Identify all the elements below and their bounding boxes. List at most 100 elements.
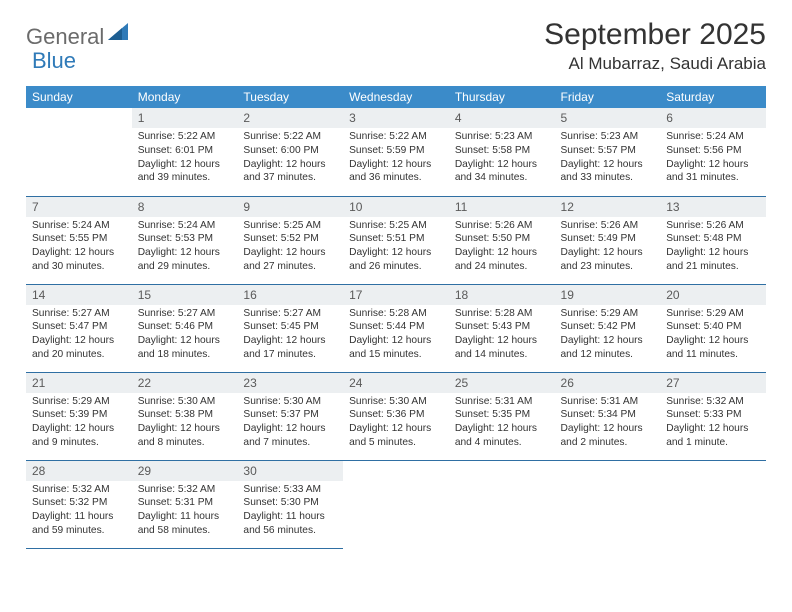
day-details: Sunrise: 5:22 AMSunset: 6:01 PMDaylight:… xyxy=(132,128,238,189)
sunrise-text: Sunrise: 5:25 AM xyxy=(243,219,337,233)
daylight-text: Daylight: 12 hours and 14 minutes. xyxy=(455,334,549,362)
sunset-text: Sunset: 5:46 PM xyxy=(138,320,232,334)
weekday-header: Monday xyxy=(132,86,238,108)
calendar-day-cell: 22Sunrise: 5:30 AMSunset: 5:38 PMDayligh… xyxy=(132,372,238,460)
sunset-text: Sunset: 5:51 PM xyxy=(349,232,443,246)
day-number: 15 xyxy=(132,285,238,305)
day-number: 23 xyxy=(237,373,343,393)
daylight-text: Daylight: 12 hours and 5 minutes. xyxy=(349,422,443,450)
calendar-day-cell xyxy=(660,460,766,548)
calendar-day-cell xyxy=(26,108,132,196)
calendar-day-cell: 18Sunrise: 5:28 AMSunset: 5:43 PMDayligh… xyxy=(449,284,555,372)
day-details: Sunrise: 5:23 AMSunset: 5:57 PMDaylight:… xyxy=(555,128,661,189)
sunrise-text: Sunrise: 5:24 AM xyxy=(32,219,126,233)
sunrise-text: Sunrise: 5:29 AM xyxy=(666,307,760,321)
day-number: 4 xyxy=(449,108,555,128)
sunrise-text: Sunrise: 5:32 AM xyxy=(32,483,126,497)
sunrise-text: Sunrise: 5:22 AM xyxy=(138,130,232,144)
sunrise-text: Sunrise: 5:22 AM xyxy=(349,130,443,144)
sunrise-text: Sunrise: 5:24 AM xyxy=(666,130,760,144)
day-number: 1 xyxy=(132,108,238,128)
day-details: Sunrise: 5:30 AMSunset: 5:37 PMDaylight:… xyxy=(237,393,343,454)
daylight-text: Daylight: 12 hours and 15 minutes. xyxy=(349,334,443,362)
daylight-text: Daylight: 12 hours and 23 minutes. xyxy=(561,246,655,274)
brand-sail-icon xyxy=(108,23,134,46)
sunset-text: Sunset: 5:30 PM xyxy=(243,496,337,510)
day-details: Sunrise: 5:30 AMSunset: 5:36 PMDaylight:… xyxy=(343,393,449,454)
sunset-text: Sunset: 5:48 PM xyxy=(666,232,760,246)
sunset-text: Sunset: 5:56 PM xyxy=(666,144,760,158)
calendar-week-row: 7Sunrise: 5:24 AMSunset: 5:55 PMDaylight… xyxy=(26,196,766,284)
day-details: Sunrise: 5:24 AMSunset: 5:56 PMDaylight:… xyxy=(660,128,766,189)
day-number: 18 xyxy=(449,285,555,305)
sunset-text: Sunset: 5:49 PM xyxy=(561,232,655,246)
sunrise-text: Sunrise: 5:31 AM xyxy=(455,395,549,409)
daylight-text: Daylight: 12 hours and 2 minutes. xyxy=(561,422,655,450)
calendar-day-cell: 14Sunrise: 5:27 AMSunset: 5:47 PMDayligh… xyxy=(26,284,132,372)
calendar-day-cell: 7Sunrise: 5:24 AMSunset: 5:55 PMDaylight… xyxy=(26,196,132,284)
daylight-text: Daylight: 12 hours and 31 minutes. xyxy=(666,158,760,186)
calendar-day-cell: 11Sunrise: 5:26 AMSunset: 5:50 PMDayligh… xyxy=(449,196,555,284)
month-title: September 2025 xyxy=(544,18,766,52)
weekday-header: Wednesday xyxy=(343,86,449,108)
sunset-text: Sunset: 5:34 PM xyxy=(561,408,655,422)
day-details: Sunrise: 5:24 AMSunset: 5:53 PMDaylight:… xyxy=(132,217,238,278)
daylight-text: Daylight: 12 hours and 24 minutes. xyxy=(455,246,549,274)
calendar-day-cell: 8Sunrise: 5:24 AMSunset: 5:53 PMDaylight… xyxy=(132,196,238,284)
day-details: Sunrise: 5:31 AMSunset: 5:34 PMDaylight:… xyxy=(555,393,661,454)
sunrise-text: Sunrise: 5:27 AM xyxy=(243,307,337,321)
day-number: 14 xyxy=(26,285,132,305)
calendar-day-cell: 30Sunrise: 5:33 AMSunset: 5:30 PMDayligh… xyxy=(237,460,343,548)
day-number: 7 xyxy=(26,197,132,217)
day-number: 24 xyxy=(343,373,449,393)
sunset-text: Sunset: 5:58 PM xyxy=(455,144,549,158)
sunset-text: Sunset: 5:44 PM xyxy=(349,320,443,334)
sunrise-text: Sunrise: 5:30 AM xyxy=(138,395,232,409)
calendar-day-cell xyxy=(555,460,661,548)
sunset-text: Sunset: 5:47 PM xyxy=(32,320,126,334)
calendar-week-row: 1Sunrise: 5:22 AMSunset: 6:01 PMDaylight… xyxy=(26,108,766,196)
day-details: Sunrise: 5:28 AMSunset: 5:43 PMDaylight:… xyxy=(449,305,555,366)
sunset-text: Sunset: 5:38 PM xyxy=(138,408,232,422)
brand-part1: General xyxy=(26,24,104,50)
day-details: Sunrise: 5:23 AMSunset: 5:58 PMDaylight:… xyxy=(449,128,555,189)
sunset-text: Sunset: 5:43 PM xyxy=(455,320,549,334)
daylight-text: Daylight: 12 hours and 4 minutes. xyxy=(455,422,549,450)
sunset-text: Sunset: 5:40 PM xyxy=(666,320,760,334)
sunrise-text: Sunrise: 5:32 AM xyxy=(666,395,760,409)
calendar-day-cell: 28Sunrise: 5:32 AMSunset: 5:32 PMDayligh… xyxy=(26,460,132,548)
sunset-text: Sunset: 5:35 PM xyxy=(455,408,549,422)
calendar-day-cell: 1Sunrise: 5:22 AMSunset: 6:01 PMDaylight… xyxy=(132,108,238,196)
day-number: 26 xyxy=(555,373,661,393)
sunrise-text: Sunrise: 5:28 AM xyxy=(349,307,443,321)
day-details: Sunrise: 5:28 AMSunset: 5:44 PMDaylight:… xyxy=(343,305,449,366)
calendar-header-row: SundayMondayTuesdayWednesdayThursdayFrid… xyxy=(26,86,766,108)
day-number: 30 xyxy=(237,461,343,481)
day-details: Sunrise: 5:30 AMSunset: 5:38 PMDaylight:… xyxy=(132,393,238,454)
weekday-header: Thursday xyxy=(449,86,555,108)
day-details: Sunrise: 5:26 AMSunset: 5:50 PMDaylight:… xyxy=(449,217,555,278)
calendar-day-cell: 26Sunrise: 5:31 AMSunset: 5:34 PMDayligh… xyxy=(555,372,661,460)
day-details: Sunrise: 5:32 AMSunset: 5:31 PMDaylight:… xyxy=(132,481,238,542)
daylight-text: Daylight: 12 hours and 27 minutes. xyxy=(243,246,337,274)
calendar-day-cell: 6Sunrise: 5:24 AMSunset: 5:56 PMDaylight… xyxy=(660,108,766,196)
sunrise-text: Sunrise: 5:23 AM xyxy=(561,130,655,144)
day-details: Sunrise: 5:24 AMSunset: 5:55 PMDaylight:… xyxy=(26,217,132,278)
day-details: Sunrise: 5:25 AMSunset: 5:51 PMDaylight:… xyxy=(343,217,449,278)
sunrise-text: Sunrise: 5:32 AM xyxy=(138,483,232,497)
calendar-day-cell: 29Sunrise: 5:32 AMSunset: 5:31 PMDayligh… xyxy=(132,460,238,548)
calendar-day-cell: 19Sunrise: 5:29 AMSunset: 5:42 PMDayligh… xyxy=(555,284,661,372)
day-details: Sunrise: 5:22 AMSunset: 6:00 PMDaylight:… xyxy=(237,128,343,189)
sunrise-text: Sunrise: 5:30 AM xyxy=(349,395,443,409)
weekday-header: Sunday xyxy=(26,86,132,108)
sunrise-text: Sunrise: 5:33 AM xyxy=(243,483,337,497)
daylight-text: Daylight: 12 hours and 20 minutes. xyxy=(32,334,126,362)
brand-part2: Blue xyxy=(32,48,772,74)
calendar-week-row: 14Sunrise: 5:27 AMSunset: 5:47 PMDayligh… xyxy=(26,284,766,372)
calendar-day-cell: 9Sunrise: 5:25 AMSunset: 5:52 PMDaylight… xyxy=(237,196,343,284)
sunset-text: Sunset: 5:42 PM xyxy=(561,320,655,334)
sunrise-text: Sunrise: 5:22 AM xyxy=(243,130,337,144)
day-details: Sunrise: 5:26 AMSunset: 5:49 PMDaylight:… xyxy=(555,217,661,278)
calendar-day-cell: 15Sunrise: 5:27 AMSunset: 5:46 PMDayligh… xyxy=(132,284,238,372)
day-details: Sunrise: 5:27 AMSunset: 5:46 PMDaylight:… xyxy=(132,305,238,366)
